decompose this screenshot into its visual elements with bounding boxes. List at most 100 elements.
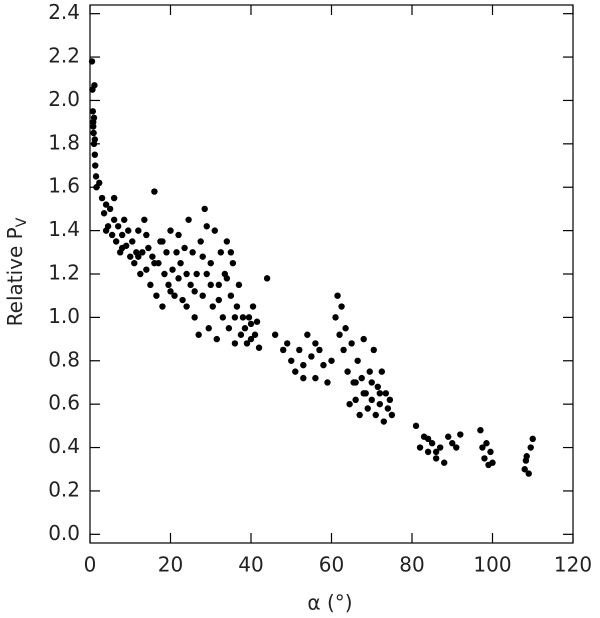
point [213, 335, 220, 343]
point [372, 411, 379, 419]
point [231, 340, 239, 347]
y-tick-label: 1.4 [48, 217, 80, 241]
point [91, 136, 99, 143]
point [163, 249, 170, 256]
point [445, 433, 452, 440]
point [141, 216, 148, 223]
y-axis-label: Relative PV [3, 217, 31, 326]
point [119, 231, 126, 239]
point [479, 444, 486, 451]
point [522, 457, 530, 464]
point [143, 266, 150, 273]
point [457, 431, 464, 438]
point [346, 400, 353, 408]
point [215, 296, 222, 304]
y-tick-label: 1.2 [48, 261, 80, 285]
point [175, 231, 182, 239]
point [253, 318, 261, 325]
point [102, 227, 110, 234]
point [280, 346, 287, 354]
point [98, 194, 106, 202]
point [195, 331, 202, 338]
point [477, 426, 484, 434]
point [121, 216, 128, 223]
point [199, 292, 206, 299]
point [324, 379, 331, 386]
point [428, 440, 436, 447]
point [384, 405, 392, 412]
point [358, 374, 365, 382]
point [201, 205, 208, 213]
y-tick-label: 1.6 [48, 174, 80, 198]
point [368, 379, 375, 386]
point [127, 253, 134, 260]
point [529, 435, 536, 443]
point [189, 249, 196, 256]
point [245, 314, 253, 321]
point [441, 459, 448, 466]
point [378, 368, 386, 375]
point [131, 259, 138, 267]
point [352, 379, 359, 386]
y-axis-label-subscript: V [14, 217, 30, 227]
point [304, 331, 311, 338]
point [199, 253, 206, 260]
point [207, 281, 214, 289]
point [364, 405, 371, 412]
point [223, 238, 231, 245]
point [352, 396, 359, 404]
point [382, 390, 390, 397]
point [102, 201, 110, 208]
point [344, 368, 351, 375]
point [521, 466, 528, 473]
point [320, 361, 327, 369]
point [312, 374, 319, 382]
point [227, 292, 235, 299]
point [237, 331, 245, 338]
point [388, 411, 396, 419]
point [312, 340, 319, 347]
point [135, 253, 142, 260]
point [376, 390, 383, 397]
point [185, 216, 192, 223]
point [525, 470, 532, 477]
point [91, 151, 99, 158]
point [241, 325, 249, 332]
point [177, 259, 184, 267]
point [334, 292, 341, 299]
point [147, 281, 154, 289]
point [243, 340, 251, 347]
point [125, 227, 132, 234]
point [300, 374, 307, 382]
point [151, 188, 158, 195]
point [374, 383, 381, 391]
point [231, 314, 239, 321]
point [203, 270, 210, 278]
point [191, 288, 198, 295]
point [412, 422, 420, 430]
point [217, 249, 225, 256]
point [235, 281, 243, 289]
y-tick-label: 0.0 [48, 521, 80, 545]
point [129, 238, 136, 245]
point [354, 357, 361, 364]
point [175, 275, 182, 282]
point [432, 448, 440, 456]
point [167, 227, 174, 234]
point [137, 270, 144, 278]
point [380, 418, 388, 425]
point [527, 444, 534, 451]
point [207, 259, 214, 267]
point [169, 266, 176, 273]
point [112, 238, 120, 245]
point [219, 314, 227, 321]
point [91, 82, 98, 89]
point [193, 270, 200, 278]
point [366, 368, 373, 375]
point [90, 129, 97, 137]
point [340, 346, 347, 354]
point [342, 325, 349, 332]
y-tick-label: 1.8 [48, 130, 80, 154]
point [229, 259, 237, 267]
point [227, 249, 235, 256]
